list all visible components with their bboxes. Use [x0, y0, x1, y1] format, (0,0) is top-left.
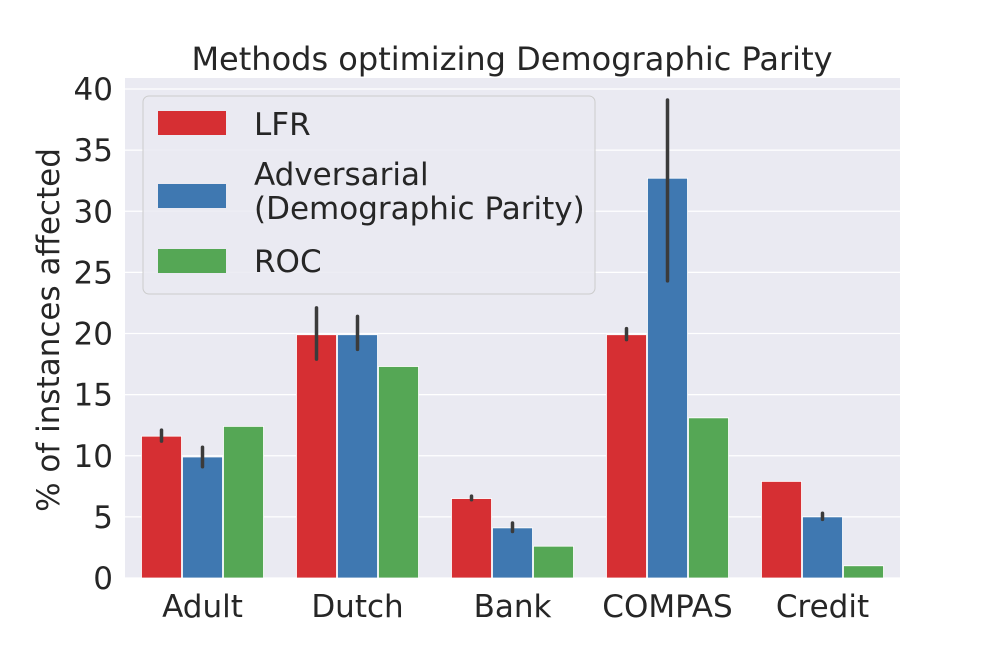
bar	[802, 516, 843, 579]
x-tick-label: COMPAS	[602, 589, 732, 625]
bars	[141, 177, 884, 579]
legend-swatch-lfr	[158, 111, 226, 135]
legend: LFR Adversarial (Demographic Parity) ROC	[142, 95, 596, 295]
x-tick-label: Dutch	[311, 589, 403, 625]
y-tick-label: 5	[93, 500, 113, 536]
y-tick-label: 20	[74, 317, 113, 353]
bar	[843, 565, 884, 579]
y-tick-label: 15	[74, 378, 113, 414]
bar	[451, 498, 492, 579]
legend-label-adversarial: Adversarial (Demographic Parity)	[254, 157, 585, 227]
legend-box	[142, 95, 596, 295]
legend-label-lfr: LFR	[254, 107, 311, 143]
legend-label-line: LFR	[254, 107, 311, 143]
legend-label-line: ROC	[254, 244, 322, 280]
x-tick-labels: Adult Dutch Bank COMPAS Credit	[162, 589, 869, 625]
y-axis-label: % of instances affected	[31, 148, 67, 512]
x-tick-label: Credit	[776, 589, 869, 625]
y-tick-label: 0	[93, 561, 113, 597]
y-tick-label: 40	[74, 72, 113, 108]
bar	[688, 417, 729, 579]
legend-label-line: Adversarial	[254, 157, 429, 193]
y-tick-label: 25	[74, 255, 113, 291]
bar	[761, 481, 802, 579]
bar	[533, 545, 574, 579]
y-tick-label: 30	[74, 194, 113, 230]
legend-label-line: (Demographic Parity)	[254, 191, 585, 227]
bar	[606, 334, 647, 579]
bar	[492, 527, 533, 579]
chart-title: Methods optimizing Demographic Parity	[191, 40, 832, 78]
legend-swatch-adversarial	[158, 184, 226, 208]
bar	[296, 334, 337, 579]
bar	[337, 334, 378, 579]
legend-swatch-roc	[158, 249, 226, 273]
y-tick-label: 10	[74, 439, 113, 475]
bar	[141, 435, 182, 579]
bar	[182, 456, 223, 579]
y-tick-label: 35	[74, 133, 113, 169]
x-tick-label: Adult	[162, 589, 243, 625]
y-tick-labels: 0 5 10 15 20 25 30 35 40	[74, 72, 113, 597]
bar	[223, 426, 264, 579]
legend-label-roc: ROC	[254, 244, 322, 280]
x-tick-label: Bank	[474, 589, 552, 625]
bar	[378, 366, 419, 579]
error-bars	[159, 98, 825, 534]
